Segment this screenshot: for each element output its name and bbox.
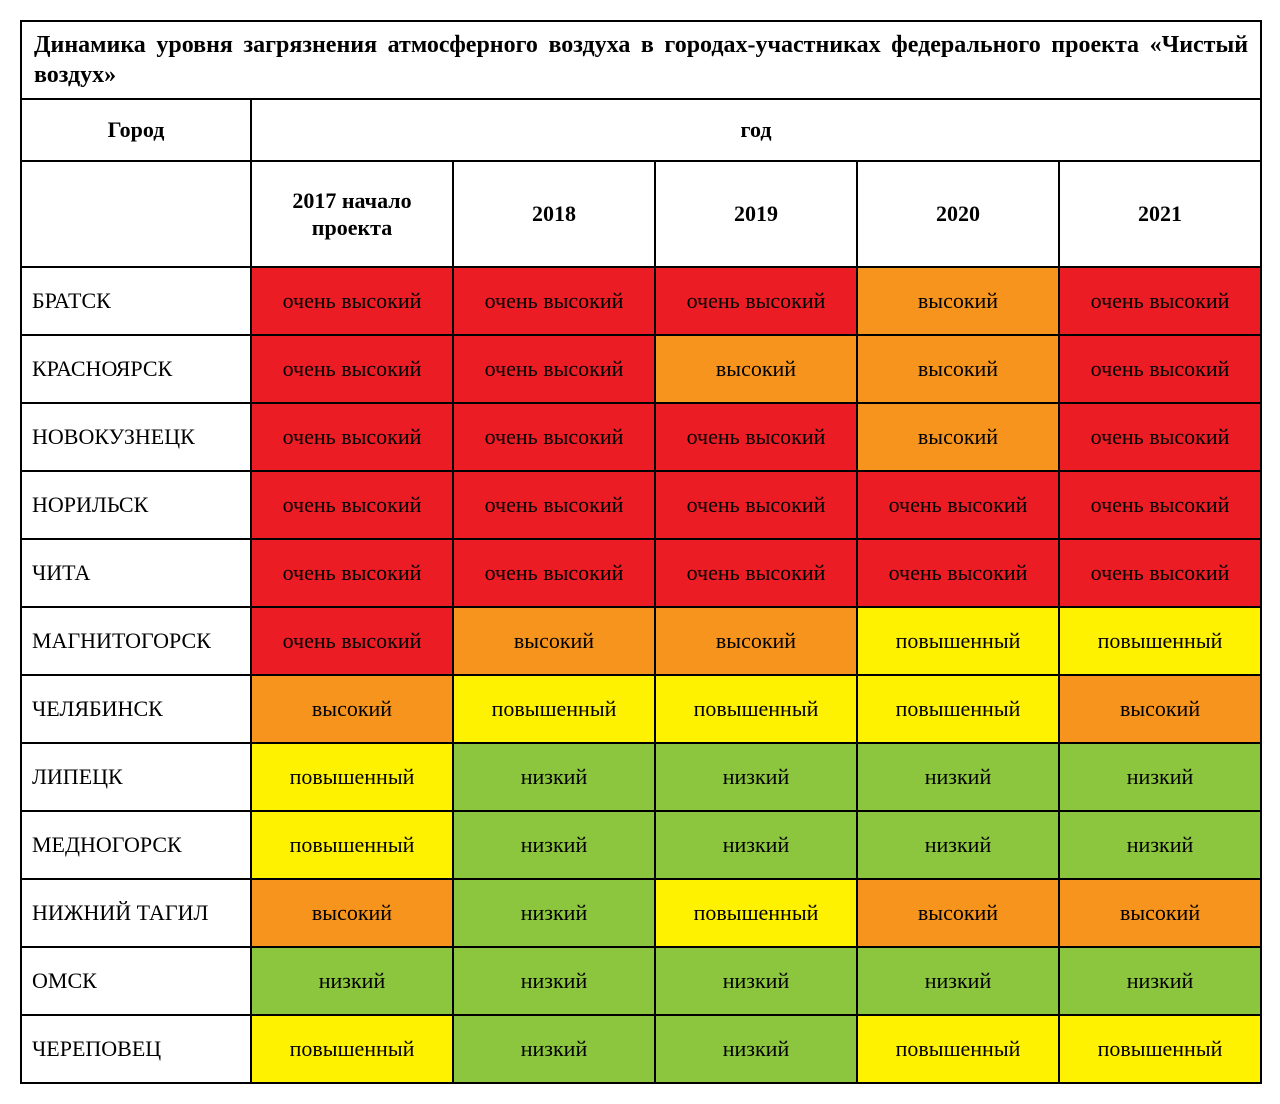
level-cell: очень высокий — [1059, 267, 1261, 335]
level-cell: повышенный — [857, 1015, 1059, 1083]
city-cell: ОМСК — [21, 947, 251, 1015]
level-cell: повышенный — [655, 675, 857, 743]
level-cell: повышенный — [655, 879, 857, 947]
level-cell: низкий — [655, 743, 857, 811]
level-cell: очень высокий — [251, 607, 453, 675]
col-header-2020: 2020 — [857, 161, 1059, 267]
col-header-2017: 2017 начало проекта — [251, 161, 453, 267]
col-header-2021: 2021 — [1059, 161, 1261, 267]
city-cell: НОРИЛЬСК — [21, 471, 251, 539]
city-cell: БРАТСК — [21, 267, 251, 335]
city-cell: ЧЕЛЯБИНСК — [21, 675, 251, 743]
level-cell: очень высокий — [453, 403, 655, 471]
level-cell: очень высокий — [453, 335, 655, 403]
level-cell: высокий — [655, 607, 857, 675]
city-cell: МАГНИТОГОРСК — [21, 607, 251, 675]
level-cell: низкий — [453, 1015, 655, 1083]
level-cell: высокий — [251, 879, 453, 947]
level-cell: высокий — [1059, 675, 1261, 743]
level-cell: повышенный — [251, 1015, 453, 1083]
table-row: НИЖНИЙ ТАГИЛвысокийнизкийповышенныйвысок… — [21, 879, 1261, 947]
level-cell: низкий — [857, 811, 1059, 879]
level-cell: повышенный — [1059, 1015, 1261, 1083]
level-cell: очень высокий — [453, 267, 655, 335]
level-cell: очень высокий — [857, 471, 1059, 539]
level-cell: высокий — [857, 335, 1059, 403]
pollution-table-wrap: Динамика уровня загрязнения атмосферного… — [20, 20, 1260, 1084]
table-row: НОРИЛЬСКочень высокийочень высокийочень … — [21, 471, 1261, 539]
level-cell: очень высокий — [1059, 539, 1261, 607]
level-cell: очень высокий — [453, 539, 655, 607]
level-cell: очень высокий — [251, 471, 453, 539]
pollution-table: Динамика уровня загрязнения атмосферного… — [20, 20, 1262, 1084]
level-cell: низкий — [1059, 947, 1261, 1015]
level-cell: низкий — [1059, 811, 1261, 879]
table-row: БРАТСКочень высокийочень высокийочень вы… — [21, 267, 1261, 335]
level-cell: очень высокий — [251, 267, 453, 335]
level-cell: очень высокий — [251, 539, 453, 607]
level-cell: очень высокий — [857, 539, 1059, 607]
level-cell: низкий — [655, 1015, 857, 1083]
year-header-row: 2017 начало проекта 2018 2019 2020 2021 — [21, 161, 1261, 267]
level-cell: низкий — [655, 811, 857, 879]
city-cell: ЧЕРЕПОВЕЦ — [21, 1015, 251, 1083]
table-row: ЧИТАочень высокийочень высокийочень высо… — [21, 539, 1261, 607]
city-cell: НОВОКУЗНЕЦК — [21, 403, 251, 471]
level-cell: высокий — [857, 879, 1059, 947]
title-row: Динамика уровня загрязнения атмосферного… — [21, 21, 1261, 99]
table-row: ЛИПЕЦКповышенныйнизкийнизкийнизкийнизкий — [21, 743, 1261, 811]
level-cell: очень высокий — [1059, 471, 1261, 539]
level-cell: высокий — [251, 675, 453, 743]
level-cell: низкий — [453, 879, 655, 947]
level-cell: очень высокий — [453, 471, 655, 539]
level-cell: очень высокий — [1059, 403, 1261, 471]
col-header-2019: 2019 — [655, 161, 857, 267]
level-cell: низкий — [1059, 743, 1261, 811]
level-cell: высокий — [453, 607, 655, 675]
table-row: ОМСКнизкийнизкийнизкийнизкийнизкий — [21, 947, 1261, 1015]
level-cell: низкий — [453, 811, 655, 879]
group-header-row: Город год — [21, 99, 1261, 161]
col-header-year-group: год — [251, 99, 1261, 161]
table-body: БРАТСКочень высокийочень высокийочень вы… — [21, 267, 1261, 1083]
level-cell: очень высокий — [655, 471, 857, 539]
level-cell: низкий — [857, 743, 1059, 811]
table-row: НОВОКУЗНЕЦКочень высокийочень высокийоче… — [21, 403, 1261, 471]
level-cell: повышенный — [251, 743, 453, 811]
level-cell: низкий — [251, 947, 453, 1015]
table-row: МАГНИТОГОРСКочень высокийвысокийвысокийп… — [21, 607, 1261, 675]
level-cell: очень высокий — [251, 403, 453, 471]
table-row: ЧЕЛЯБИНСКвысокийповышенныйповышенныйповы… — [21, 675, 1261, 743]
level-cell: повышенный — [453, 675, 655, 743]
level-cell: очень высокий — [655, 539, 857, 607]
level-cell: низкий — [655, 947, 857, 1015]
level-cell: повышенный — [857, 607, 1059, 675]
col-header-empty — [21, 161, 251, 267]
level-cell: низкий — [453, 947, 655, 1015]
level-cell: повышенный — [1059, 607, 1261, 675]
city-cell: МЕДНОГОРСК — [21, 811, 251, 879]
city-cell: ЧИТА — [21, 539, 251, 607]
level-cell: очень высокий — [655, 403, 857, 471]
level-cell: низкий — [857, 947, 1059, 1015]
level-cell: очень высокий — [251, 335, 453, 403]
level-cell: высокий — [655, 335, 857, 403]
col-header-2018: 2018 — [453, 161, 655, 267]
level-cell: повышенный — [251, 811, 453, 879]
level-cell: очень высокий — [1059, 335, 1261, 403]
level-cell: высокий — [1059, 879, 1261, 947]
table-row: КРАСНОЯРСКочень высокийочень высокийвысо… — [21, 335, 1261, 403]
city-cell: НИЖНИЙ ТАГИЛ — [21, 879, 251, 947]
level-cell: очень высокий — [655, 267, 857, 335]
level-cell: низкий — [453, 743, 655, 811]
col-header-city: Город — [21, 99, 251, 161]
table-row: МЕДНОГОРСКповышенныйнизкийнизкийнизкийни… — [21, 811, 1261, 879]
city-cell: ЛИПЕЦК — [21, 743, 251, 811]
level-cell: повышенный — [857, 675, 1059, 743]
table-row: ЧЕРЕПОВЕЦповышенныйнизкийнизкийповышенны… — [21, 1015, 1261, 1083]
table-title: Динамика уровня загрязнения атмосферного… — [21, 21, 1261, 99]
level-cell: высокий — [857, 267, 1059, 335]
city-cell: КРАСНОЯРСК — [21, 335, 251, 403]
level-cell: высокий — [857, 403, 1059, 471]
